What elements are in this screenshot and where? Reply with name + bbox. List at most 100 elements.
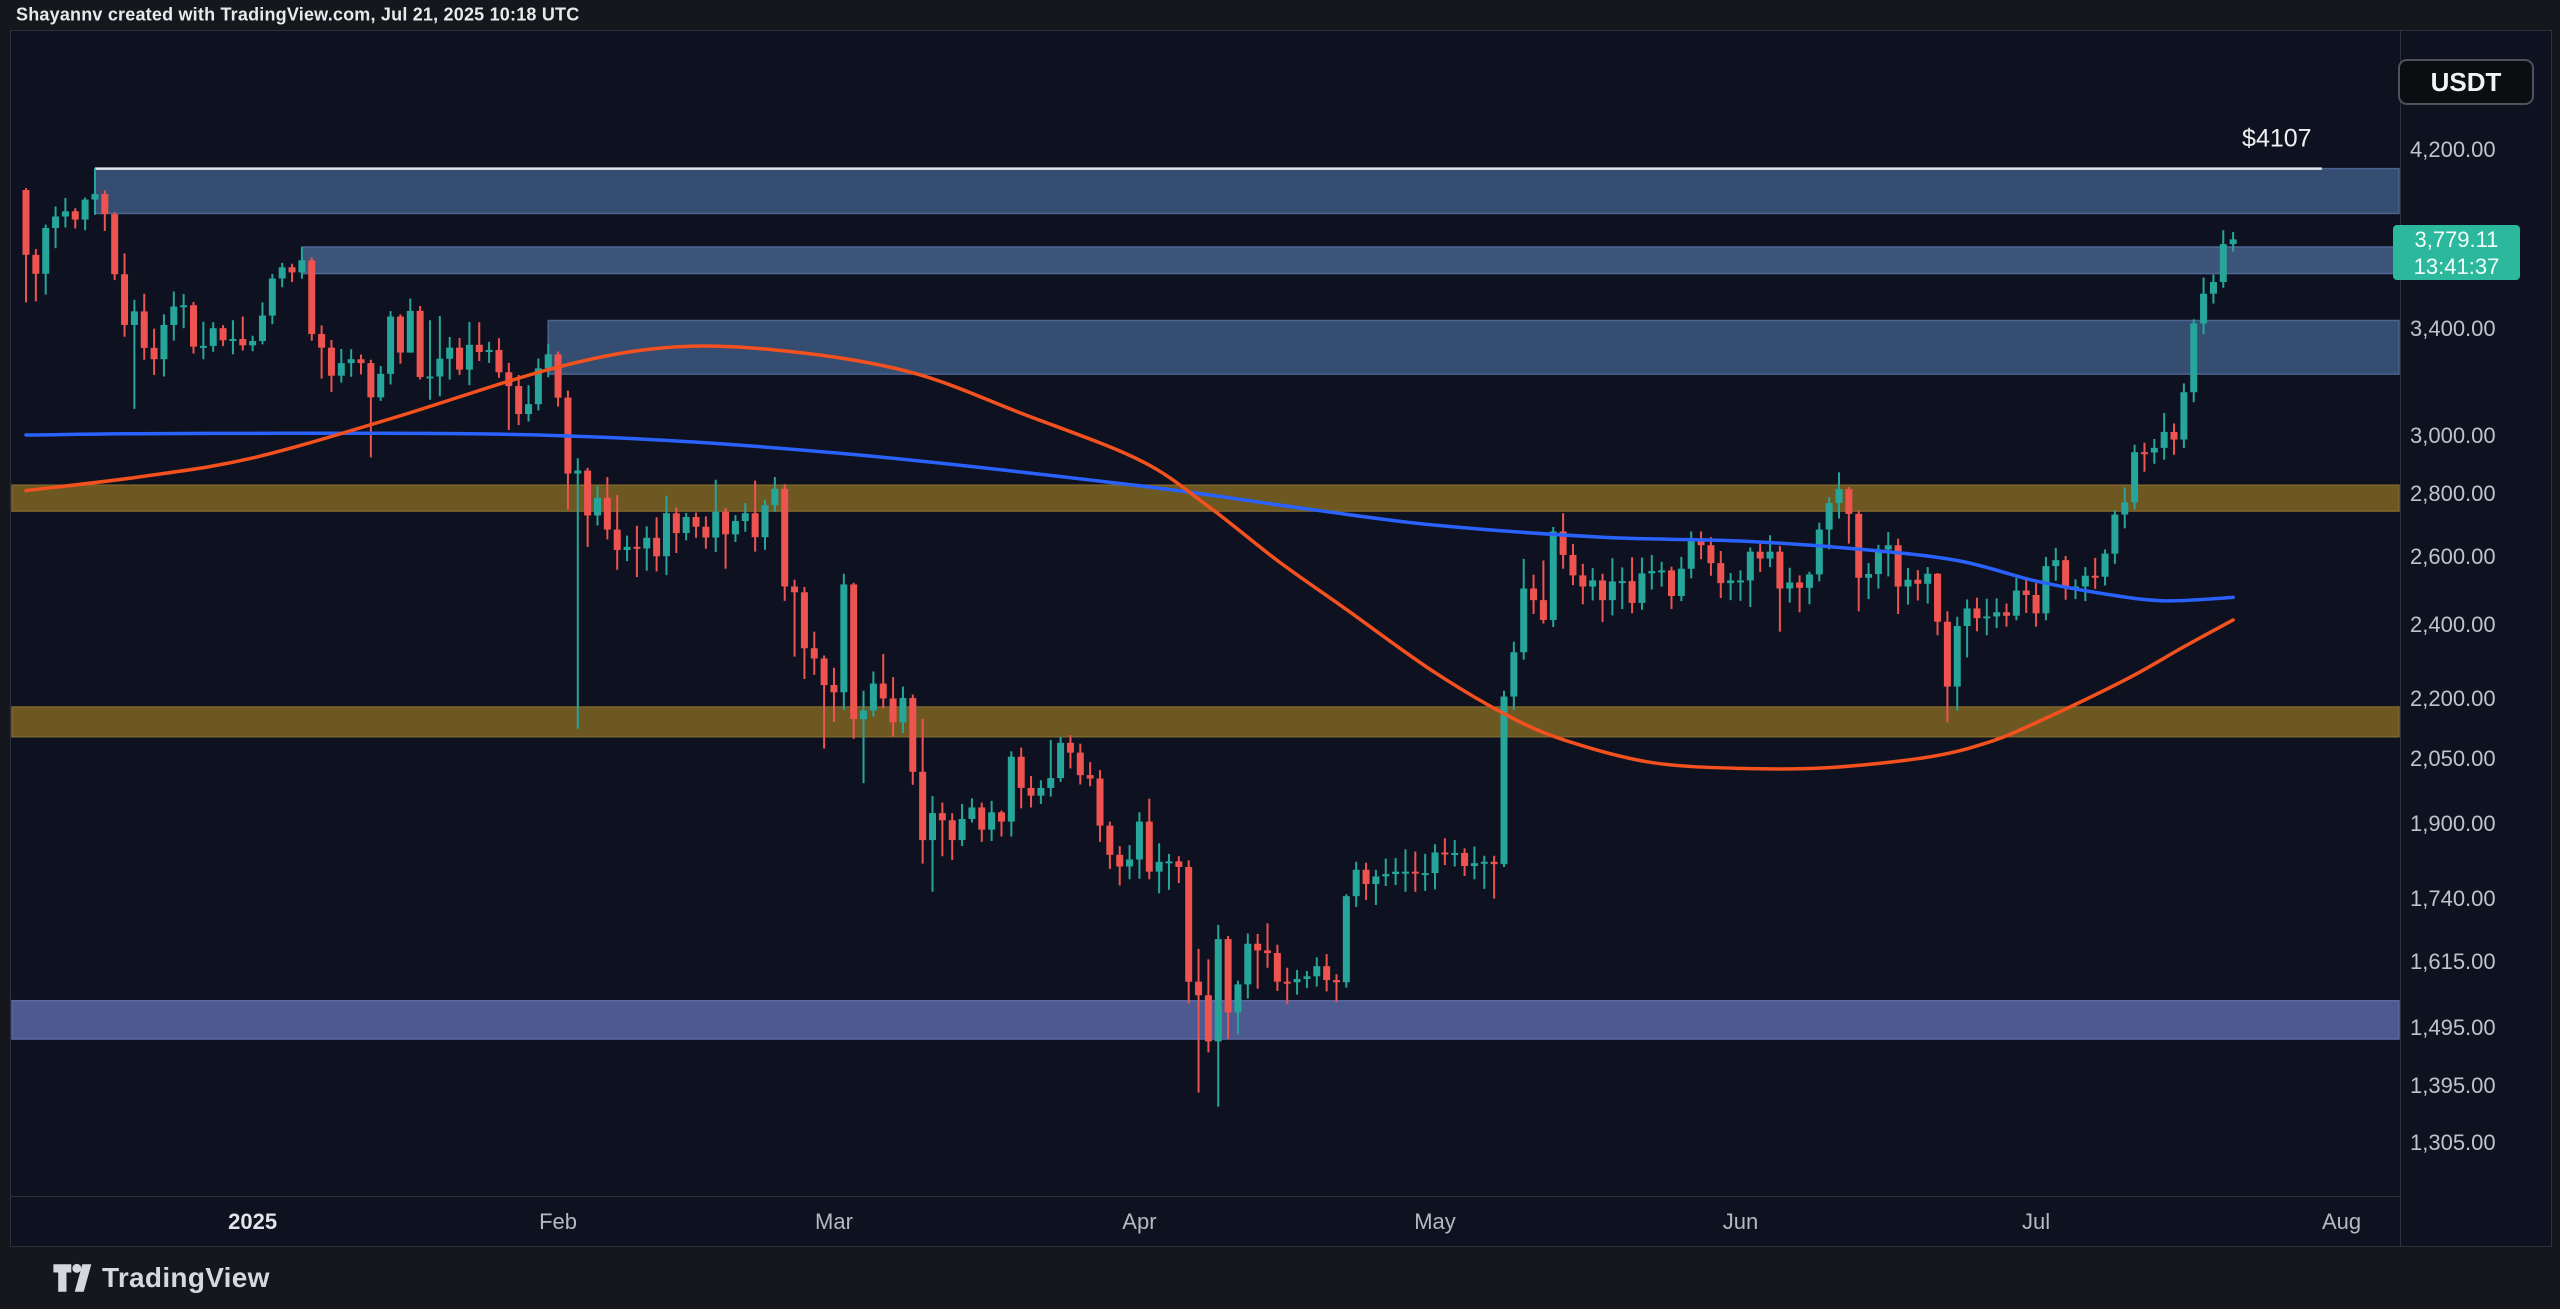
candle-body [1953, 625, 1961, 687]
candle-body [515, 386, 523, 415]
candle-body [1106, 825, 1114, 855]
price-axis-label: 2,800.00 [2410, 481, 2496, 507]
candle-body [71, 211, 79, 220]
candle-body [574, 470, 582, 474]
candle-body [643, 537, 651, 549]
candle-body [593, 497, 601, 516]
candle-body [968, 807, 976, 819]
candle-body [1431, 852, 1439, 874]
brand-text: TradingView [102, 1262, 270, 1293]
price-axis-label: 2,200.00 [2410, 686, 2496, 712]
candle-body [288, 267, 296, 273]
candle-body [357, 359, 365, 364]
candle-body [121, 274, 129, 325]
candle-body [830, 685, 838, 693]
candle-body [101, 194, 109, 215]
candle-body [2170, 431, 2178, 440]
candle-body [52, 216, 60, 228]
candle-body [1687, 540, 1695, 569]
candle-body [1648, 571, 1656, 574]
candlestick-chart[interactable] [11, 31, 2551, 1246]
bar-countdown: 13:41:37 [2413, 253, 2500, 279]
time-axis-label: Apr [1122, 1209, 1157, 1234]
candle-body [209, 328, 217, 346]
time-axis-label: May [1414, 1209, 1456, 1234]
candle-body [1204, 995, 1212, 1042]
candle-body [712, 511, 720, 538]
candle-body [1520, 588, 1528, 653]
candle-body [988, 812, 996, 830]
price-axis-label: 4,200.00 [2410, 136, 2496, 162]
candle-body [1096, 778, 1104, 826]
candle-body [2180, 392, 2188, 440]
candle-body [1165, 861, 1173, 864]
candle-body [1855, 513, 1863, 578]
attribution-text: Shayannv created with TradingView.com, J… [16, 4, 580, 25]
candle-body [2052, 560, 2060, 567]
candle-body [1195, 981, 1203, 996]
candle-body [534, 368, 542, 405]
last-price-badge: 3,779.11 13:41:37 [2393, 225, 2520, 281]
time-axis-label: Jul [2022, 1209, 2051, 1234]
candle-body [416, 310, 424, 378]
candle-body [2229, 239, 2237, 245]
candle-body [239, 339, 247, 346]
currency-toggle-button[interactable]: USDT [2398, 59, 2534, 105]
candle-body [278, 267, 286, 279]
candle-body [1273, 953, 1281, 982]
candle-body [761, 505, 769, 538]
candle-body [850, 584, 858, 720]
chart-pane[interactable]: $4107 4,200.00 3,400.00 3,000.00 2,800.00 2,… [10, 30, 2552, 1247]
candle-body [446, 347, 454, 359]
price-axis-label: 1,395.00 [2410, 1073, 2496, 1099]
candle-body [337, 363, 345, 376]
candle-body [199, 345, 207, 348]
candle-body [111, 214, 119, 275]
candle-body [1658, 570, 1666, 573]
tradingview-logo[interactable] [52, 1259, 92, 1297]
candle-body [722, 511, 730, 535]
candle-body [1293, 978, 1301, 983]
candles-layer [22, 168, 2237, 1107]
candle-body [2003, 612, 2011, 616]
candle-body [1283, 981, 1291, 984]
candle-body [1884, 545, 1892, 550]
candle-body [1264, 950, 1272, 954]
candle-body [1254, 943, 1262, 951]
resistance-3630-3745 [301, 246, 2400, 275]
candle-body [1963, 608, 1971, 626]
candle-body [1983, 616, 1991, 619]
candle-body [61, 211, 69, 217]
candle-body [1037, 787, 1045, 796]
time-axis[interactable]: 2025 Feb Mar Apr May Jun Jul Aug [11, 1196, 2400, 1247]
candle-body [958, 818, 966, 841]
candle-body [1342, 896, 1350, 983]
price-axis[interactable]: 4,200.00 3,400.00 3,000.00 2,800.00 2,600.00… [2400, 31, 2552, 1247]
candle-body [1727, 580, 1735, 584]
candle-body [1027, 787, 1035, 796]
candle-body [741, 513, 749, 522]
candle-body [1904, 579, 1912, 587]
candle-body [1313, 966, 1321, 977]
candle-body [160, 324, 168, 360]
candle-body [1392, 871, 1400, 875]
candle-body [919, 771, 927, 841]
candle-body [781, 488, 789, 587]
candle-body [1145, 821, 1153, 872]
candle-body [810, 648, 818, 659]
candle-body [505, 372, 513, 387]
candle-body [140, 311, 148, 348]
candle-body [731, 521, 739, 535]
candle-body [1116, 854, 1124, 867]
candle-body [2121, 502, 2129, 515]
price-axis-label: 2,050.00 [2410, 746, 2496, 772]
candle-body [2022, 590, 2030, 595]
candle-body [268, 278, 276, 316]
candle-body [2190, 323, 2198, 393]
candle-body [1589, 580, 1597, 587]
candle-body [1934, 573, 1942, 622]
candle-body [682, 516, 690, 534]
candle-body [377, 373, 385, 398]
candle-body [1007, 756, 1015, 822]
candle-body [81, 199, 89, 220]
